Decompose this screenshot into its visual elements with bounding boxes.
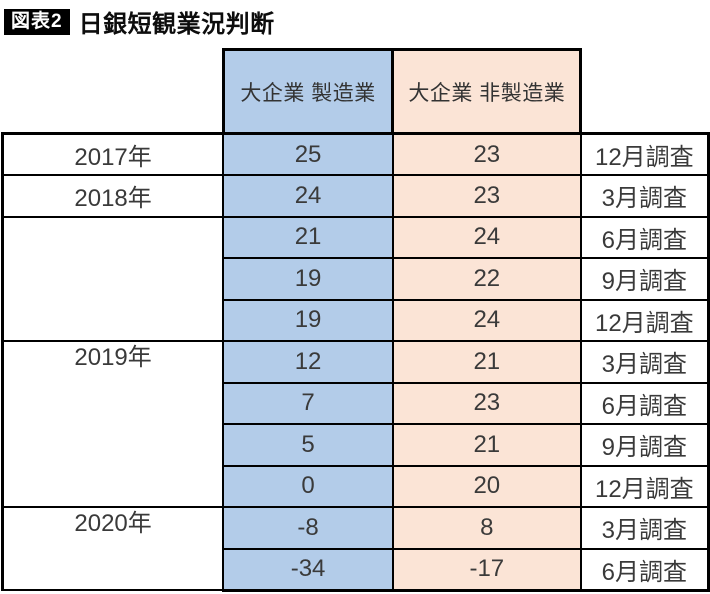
manufacturing-value: -34 [222,547,394,592]
nonmanufacturing-value: -17 [391,547,582,592]
figure-number-badge: 図表2 [4,8,70,35]
survey-cell: 6月調査 [579,547,710,592]
table-row: 5 21 9月調査 [3,423,710,467]
year-cell [1,215,225,342]
survey-cell: 6月調査 [579,381,710,425]
nonmanufacturing-value: 23 [391,132,582,176]
survey-cell: 9月調査 [579,257,710,301]
table-row: 2017年 25 23 12月調査 [1,132,710,176]
survey-cell: 12月調査 [579,132,710,176]
nonmanufacturing-value: 22 [391,257,582,301]
manufacturing-value: 21 [222,215,394,259]
manufacturing-value: 7 [222,381,394,425]
survey-cell: 9月調査 [579,423,710,467]
manufacturing-value: 0 [222,464,394,508]
survey-cell: 6月調査 [579,215,710,259]
figure-title: 図表2 日銀短観業況判断 [4,4,275,39]
nonmanufacturing-value: 24 [391,298,582,342]
survey-cell: 3月調査 [579,506,710,550]
manufacturing-value: 5 [222,423,394,467]
nonmanufacturing-value: 8 [391,506,582,550]
nonmanufacturing-value: 24 [391,215,582,259]
year-cell: 2018年 [1,174,225,218]
table-row: 19 22 9月調査 [3,257,710,301]
survey-cell: 3月調査 [579,340,710,384]
tankan-table: 大企業 製造業 大企業 非製造業 2017年 25 23 12月調査 2018年… [1,48,710,592]
table-row: 19 24 12月調査 [3,298,710,342]
year-cell: 2019年 [1,340,225,508]
nonmanufacturing-value: 20 [391,464,582,508]
year-cell: 2020年 [1,506,225,591]
header-spacer-right [581,50,709,134]
survey-cell: 12月調査 [579,464,710,508]
manufacturing-value: 24 [222,174,394,218]
nonmanufacturing-value: 23 [391,381,582,425]
table-row: 7 23 6月調査 [3,381,710,425]
table-row: 2018年 24 23 3月調査 [1,174,710,218]
figure-title-text: 日銀短観業況判断 [78,11,275,38]
nonmanufacturing-value: 21 [391,423,582,467]
manufacturing-value: 25 [222,132,394,176]
table-row: 0 20 12月調査 [3,464,710,508]
manufacturing-value: -8 [222,506,394,550]
year-cell: 2017年 [1,132,225,176]
survey-cell: 3月調査 [579,174,710,218]
nonmanufacturing-value: 21 [391,340,582,384]
table-row: 2020年 -8 8 3月調査 [1,506,710,591]
table-row: 21 24 6月調査 [1,215,710,342]
manufacturing-value: 12 [222,340,394,384]
table-row: 2019年 12 21 3月調査 [1,340,710,508]
manufacturing-value: 19 [222,257,394,301]
header-row: 大企業 製造業 大企業 非製造業 [3,48,709,135]
nonmanufacturing-value: 23 [391,174,582,218]
header-spacer-left [3,50,224,134]
column-header-manufacturing: 大企業 製造業 [221,48,395,135]
manufacturing-value: 19 [222,298,394,342]
survey-cell: 12月調査 [579,298,710,342]
table-row: -34 -17 6月調査 [3,547,710,592]
column-header-nonmanufacturing: 大企業 非製造業 [391,48,583,135]
